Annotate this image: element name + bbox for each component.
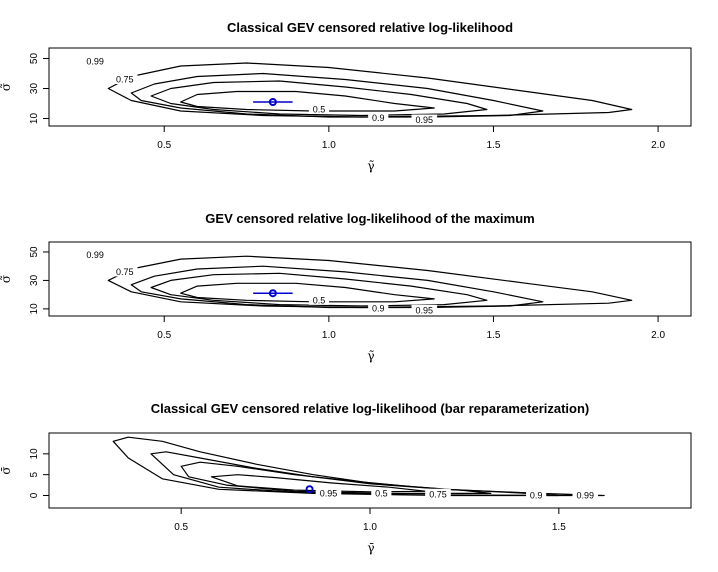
contour-label-bg [82,56,108,66]
chart-title: Classical GEV censored relative log-like… [227,20,513,35]
x-tick-label: 1.5 [487,140,501,151]
contour-line [150,272,488,307]
contour-line [130,72,544,118]
x-tick-label: 1.5 [552,522,566,533]
contour-label: 0.5 [313,105,326,115]
y-axis-label: σ̃ [0,83,13,91]
contour-label: 0.9 [530,490,543,500]
contour-line [107,255,633,309]
chart-panel-2: GEV censored relative log-likelihood of … [0,211,692,363]
contour-label: 0.99 [576,490,594,500]
plot-frame [48,47,692,127]
contour-line [150,451,560,497]
y-tick-label: 10 [29,303,40,315]
x-tick-label: 2.0 [651,330,665,341]
contour-label-bg [371,487,392,498]
contour-label: 0.9 [372,303,385,313]
contour-label-bg [82,249,108,260]
contour-line [107,62,633,118]
contour-label-bg [308,294,330,305]
contour-line [180,461,492,494]
y-axis-label: σ̄ [0,466,13,474]
contour-label-bg [572,489,599,500]
x-axis-label: γ̃ [367,349,374,363]
contour-label: 0.75 [116,267,134,277]
contour-label: 0.9 [372,113,385,123]
x-tick-label: 0.5 [157,330,171,341]
x-tick-label: 0.5 [174,522,188,533]
contour-label: 0.75 [429,489,447,499]
chart-panel-1: Classical GEV censored relative log-like… [0,20,692,173]
x-axis-label: γ̄ [367,541,374,555]
contour-label-bg [111,266,138,277]
x-tick-label: 1.0 [322,330,336,341]
contour-label: 0.95 [320,489,338,499]
mle-point [268,98,277,106]
x-axis-label: γ̃ [367,159,374,173]
plot-frame [48,241,692,317]
contour-label-bg [526,489,547,500]
x-tick-label: 1.0 [322,140,336,151]
chart-panel-3: Classical GEV censored relative log-like… [0,401,692,555]
chart-title: GEV censored relative log-likelihood of … [205,211,534,226]
contour-line [112,436,605,497]
y-tick-label: 30 [29,274,40,286]
contour-label-bg [411,114,438,125]
y-tick-label: 0 [29,492,40,498]
x-tick-label: 1.5 [487,330,501,341]
chart-title: Classical GEV censored relative log-like… [151,401,590,416]
y-tick-label: 10 [29,448,40,460]
contour-label: 0.99 [86,57,104,67]
y-axis-label: σ̃ [0,275,13,283]
contour-label-bg [368,112,389,123]
y-tick-label: 10 [29,113,40,125]
y-tick-label: 30 [29,83,40,95]
y-tick-label: 50 [29,246,40,258]
contour-line [180,282,435,303]
contour-label: 0.99 [86,250,104,260]
contour-label: 0.5 [313,296,326,306]
contour-label-bg [411,304,438,315]
contour-line [180,90,435,112]
x-tick-label: 2.0 [651,140,665,151]
contour-label-bg [425,488,451,499]
contour-label-bg [308,104,330,114]
contour-line [210,474,428,493]
mle-point [268,289,277,298]
contour-label-bg [315,487,342,498]
y-tick-label: 5 [29,471,40,477]
contour-line [150,80,488,117]
contour-label-bg [368,302,389,313]
contour-label: 0.95 [416,306,434,316]
contour-label-bg [111,74,138,84]
contour-label: 0.95 [416,115,434,125]
y-tick-label: 50 [29,53,40,65]
contour-line [130,265,544,309]
x-tick-label: 1.0 [363,522,377,533]
contour-label: 0.5 [375,489,388,499]
x-tick-label: 0.5 [157,140,171,151]
mle-point [305,485,314,494]
contour-label: 0.75 [116,75,134,85]
